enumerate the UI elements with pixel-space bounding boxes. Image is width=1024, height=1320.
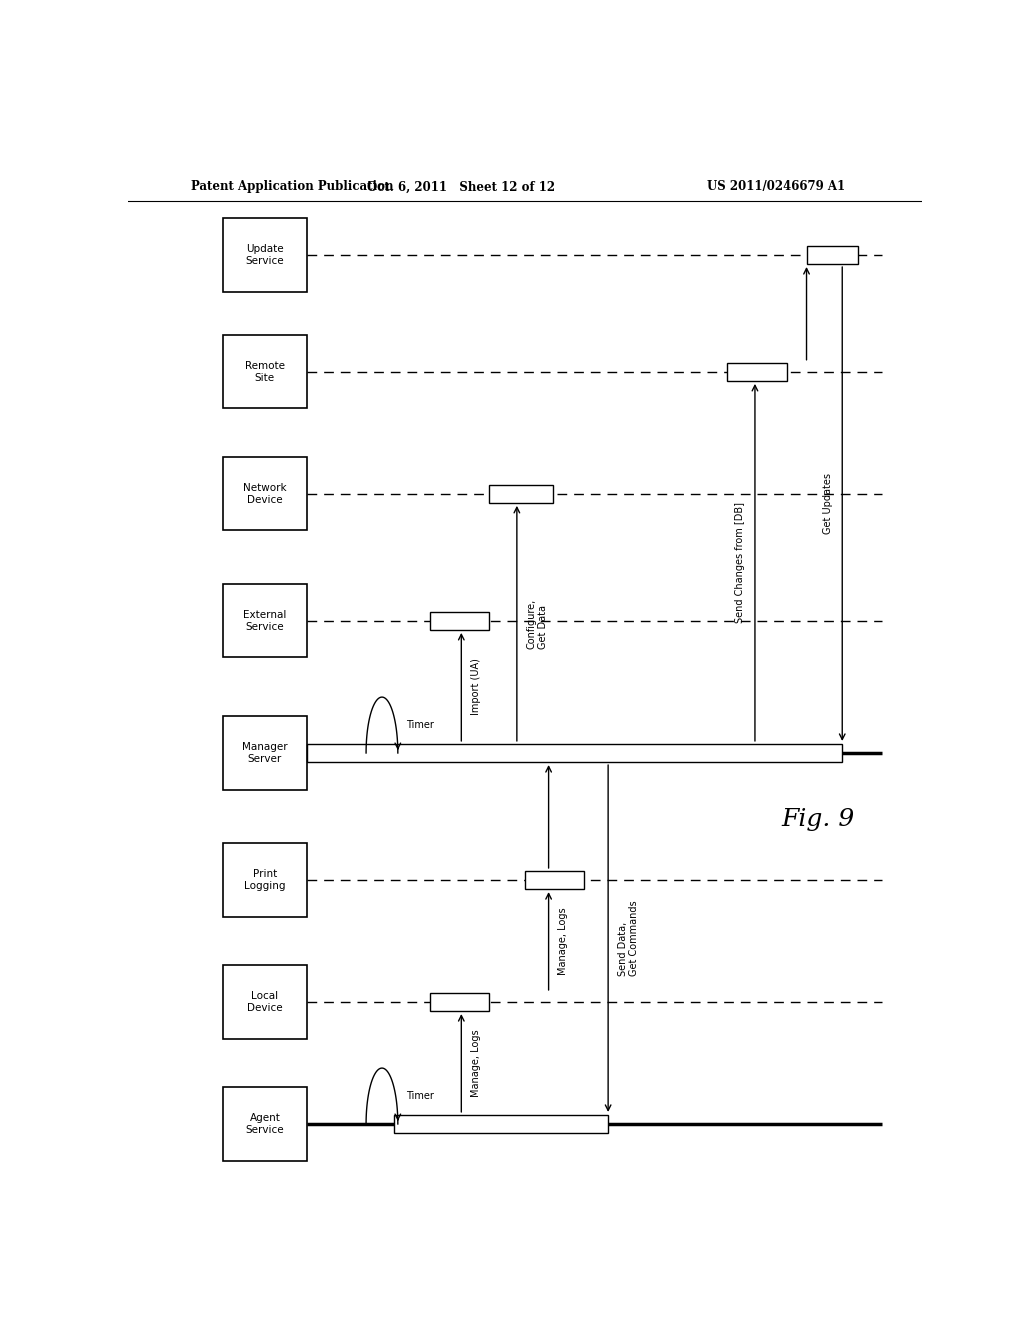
Bar <box>524 871 585 890</box>
Bar <box>223 218 306 292</box>
Text: Import (UA): Import (UA) <box>471 659 481 715</box>
Text: External
Service: External Service <box>244 610 287 632</box>
Bar <box>223 717 306 789</box>
Text: Patent Application Publication: Patent Application Publication <box>191 181 394 193</box>
Bar <box>807 246 858 264</box>
Bar <box>489 484 553 503</box>
Text: Remote
Site: Remote Site <box>245 362 285 383</box>
Text: Timer: Timer <box>406 1092 433 1101</box>
Text: Update
Service: Update Service <box>246 244 285 265</box>
Text: Agent
Service: Agent Service <box>246 1113 285 1135</box>
Bar <box>223 335 306 408</box>
Text: Configure,
Get Data: Configure, Get Data <box>526 598 548 648</box>
Text: Network
Device: Network Device <box>243 483 287 504</box>
Bar <box>223 843 306 916</box>
Text: Get Updates: Get Updates <box>822 474 833 535</box>
Text: Manager
Server: Manager Server <box>242 742 288 764</box>
Text: Local
Device: Local Device <box>247 991 283 1012</box>
Bar <box>223 585 306 657</box>
Text: US 2011/0246679 A1: US 2011/0246679 A1 <box>708 181 846 193</box>
Text: Send Data,
Get Commands: Send Data, Get Commands <box>617 900 639 977</box>
Text: Send Changes from [DB]: Send Changes from [DB] <box>735 502 745 623</box>
Text: Print
Logging: Print Logging <box>244 870 286 891</box>
Bar <box>223 1088 306 1160</box>
Text: Fig. 9: Fig. 9 <box>781 808 855 830</box>
Bar <box>394 1115 608 1133</box>
Bar <box>727 363 786 381</box>
Text: Manage, Logs: Manage, Logs <box>471 1030 481 1097</box>
Bar <box>430 611 489 630</box>
Bar <box>223 965 306 1039</box>
Bar <box>306 744 842 762</box>
Text: Oct. 6, 2011   Sheet 12 of 12: Oct. 6, 2011 Sheet 12 of 12 <box>368 181 555 193</box>
Bar <box>223 457 306 531</box>
Text: Timer: Timer <box>406 719 433 730</box>
Bar <box>430 993 489 1011</box>
Text: Manage, Logs: Manage, Logs <box>558 907 568 975</box>
